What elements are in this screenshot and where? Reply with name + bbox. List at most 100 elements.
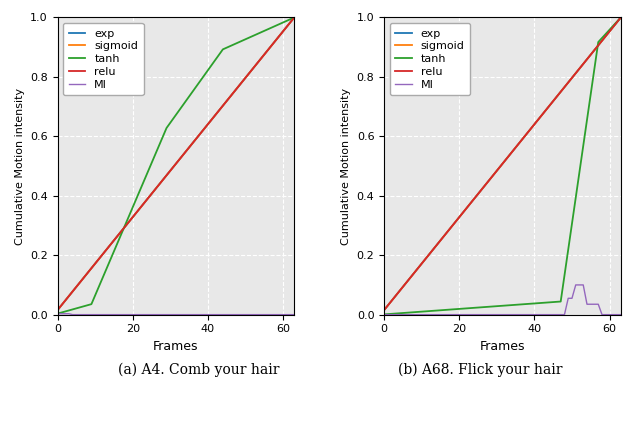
- exp: [534, 117, 542, 122]
- Line: sigmoid: sigmoid: [58, 17, 294, 310]
- exp: [208, 117, 216, 122]
- sigmoid: [534, 117, 542, 122]
- sigmoid: [478, 187, 486, 192]
- relu: [617, 15, 625, 20]
- exp: [152, 187, 159, 192]
- exp: [54, 307, 61, 312]
- MI: [617, 312, 625, 317]
- tanh: [617, 15, 625, 20]
- MI: [512, 312, 520, 317]
- relu: [185, 145, 193, 150]
- Text: (a) A4. Comb your hair: (a) A4. Comb your hair: [118, 363, 279, 377]
- MI: [572, 282, 580, 288]
- sigmoid: [208, 117, 216, 122]
- exp: [478, 187, 486, 192]
- MI: [291, 312, 298, 317]
- MI: [380, 312, 388, 317]
- relu: [152, 187, 159, 192]
- sigmoid: [204, 121, 212, 127]
- X-axis label: Frames: Frames: [480, 340, 525, 353]
- sigmoid: [617, 15, 625, 20]
- exp: [380, 307, 388, 312]
- relu: [497, 163, 504, 169]
- MI: [155, 312, 163, 317]
- sigmoid: [512, 145, 520, 150]
- Line: relu: relu: [58, 17, 294, 310]
- relu: [410, 270, 418, 275]
- MI: [534, 312, 542, 317]
- Legend: exp, sigmoid, tanh, relu, MI: exp, sigmoid, tanh, relu, MI: [63, 23, 144, 95]
- tanh: [410, 309, 418, 315]
- tanh: [478, 305, 486, 310]
- tanh: [497, 303, 504, 309]
- exp: [185, 145, 193, 150]
- relu: [170, 163, 178, 169]
- Line: sigmoid: sigmoid: [384, 17, 621, 310]
- exp: [512, 145, 520, 150]
- MI: [54, 311, 61, 316]
- MI: [208, 312, 216, 317]
- tanh: [185, 94, 193, 99]
- relu: [84, 270, 92, 275]
- Line: MI: MI: [58, 314, 294, 315]
- tanh: [512, 302, 520, 308]
- MI: [497, 312, 504, 317]
- Line: relu: relu: [384, 17, 621, 310]
- sigmoid: [291, 15, 298, 20]
- sigmoid: [185, 145, 193, 150]
- relu: [534, 117, 542, 122]
- relu: [291, 15, 298, 20]
- MI: [531, 312, 538, 317]
- Line: exp: exp: [58, 17, 294, 310]
- tanh: [380, 312, 388, 317]
- sigmoid: [84, 270, 92, 275]
- relu: [380, 307, 388, 312]
- MI: [68, 312, 76, 317]
- tanh: [54, 311, 61, 316]
- tanh: [204, 68, 212, 73]
- tanh: [84, 302, 92, 308]
- Legend: exp, sigmoid, tanh, relu, MI: exp, sigmoid, tanh, relu, MI: [390, 23, 470, 95]
- relu: [531, 121, 538, 127]
- sigmoid: [410, 270, 418, 275]
- Line: tanh: tanh: [384, 17, 621, 314]
- sigmoid: [54, 307, 61, 312]
- exp: [617, 15, 625, 20]
- Text: (b) A68. Flick your hair: (b) A68. Flick your hair: [397, 363, 563, 377]
- Y-axis label: Cumulative Motion intensity: Cumulative Motion intensity: [341, 87, 351, 245]
- relu: [478, 187, 486, 192]
- MI: [189, 312, 196, 317]
- sigmoid: [170, 163, 178, 169]
- exp: [170, 163, 178, 169]
- sigmoid: [380, 307, 388, 312]
- tanh: [531, 301, 538, 306]
- MI: [88, 312, 95, 317]
- relu: [512, 145, 520, 150]
- MI: [410, 312, 418, 317]
- MI: [478, 312, 486, 317]
- tanh: [534, 301, 542, 306]
- Line: exp: exp: [384, 17, 621, 310]
- exp: [531, 121, 538, 127]
- relu: [204, 121, 212, 127]
- tanh: [152, 152, 159, 157]
- sigmoid: [531, 121, 538, 127]
- sigmoid: [497, 163, 504, 169]
- exp: [497, 163, 504, 169]
- relu: [208, 117, 216, 122]
- tanh: [208, 62, 216, 68]
- exp: [84, 270, 92, 275]
- exp: [410, 270, 418, 275]
- X-axis label: Frames: Frames: [153, 340, 198, 353]
- sigmoid: [152, 187, 159, 192]
- exp: [291, 15, 298, 20]
- Y-axis label: Cumulative Motion intensity: Cumulative Motion intensity: [15, 87, 24, 245]
- tanh: [170, 115, 178, 120]
- Line: MI: MI: [384, 285, 621, 315]
- tanh: [291, 15, 298, 20]
- exp: [204, 121, 212, 127]
- MI: [211, 312, 219, 317]
- MI: [174, 312, 182, 317]
- relu: [54, 307, 61, 312]
- Line: tanh: tanh: [58, 17, 294, 314]
